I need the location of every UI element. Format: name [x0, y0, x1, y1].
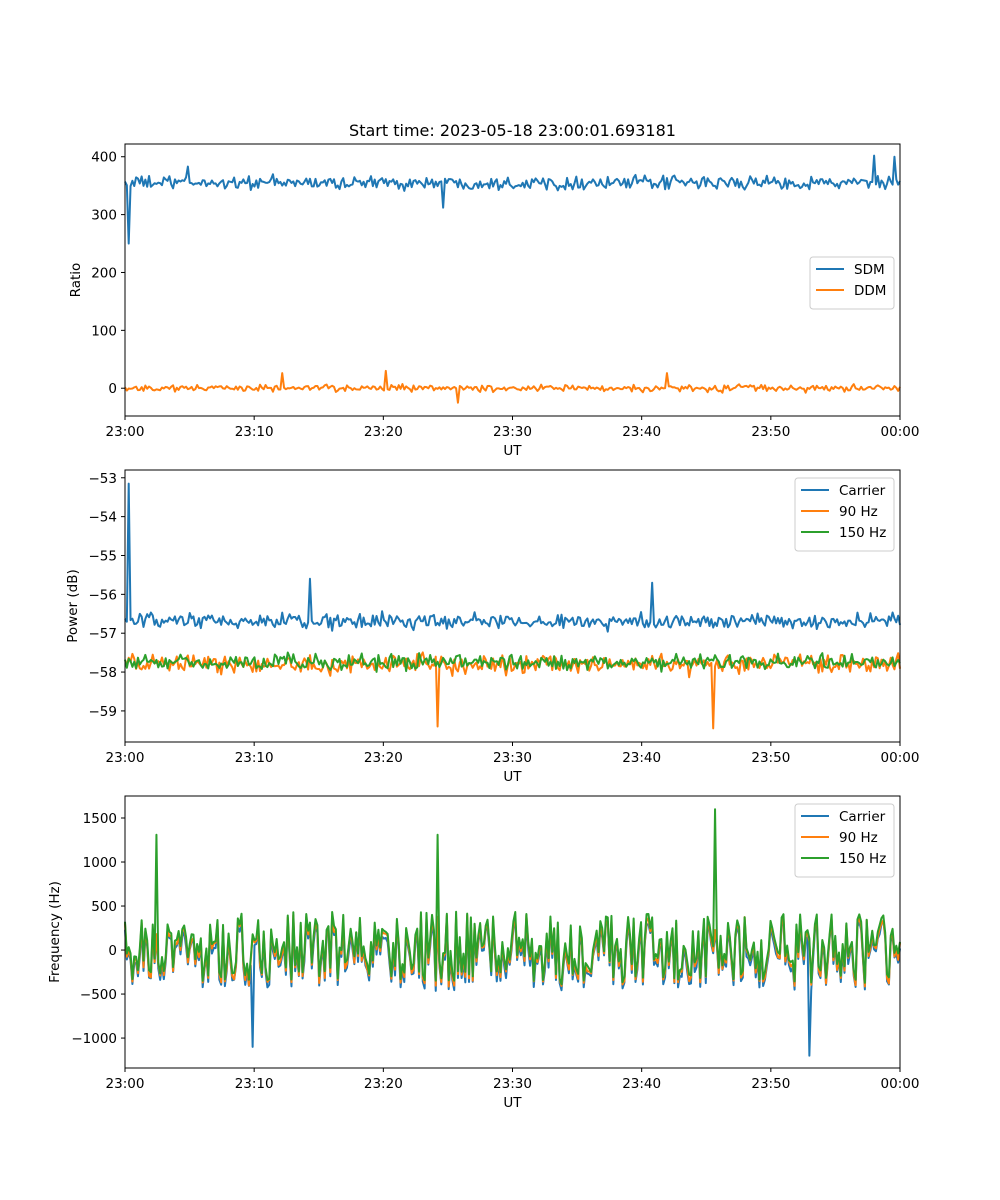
x-tick-label: 00:00	[881, 750, 920, 766]
x-tick-label: 23:30	[493, 1076, 532, 1092]
series-line-sdm	[124, 154, 901, 245]
y-tick-label: 1000	[83, 855, 117, 871]
x-tick-label: 23:00	[106, 750, 145, 766]
series-line-carrier	[124, 482, 901, 633]
y-tick-label: 400	[91, 150, 117, 166]
x-axis-label: UT	[503, 443, 522, 459]
y-tick-label: −59	[89, 704, 118, 720]
x-tick-label: 23:50	[751, 1076, 790, 1092]
legend-label: SDM	[854, 262, 885, 278]
x-tick-label: 23:00	[106, 1076, 145, 1092]
y-tick-label: 0	[108, 381, 117, 397]
x-tick-label: 23:50	[751, 424, 790, 440]
x-tick-label: 23:30	[493, 424, 532, 440]
y-tick-label: 100	[91, 323, 117, 339]
y-axis-label: Frequency (Hz)	[47, 881, 63, 983]
x-tick-label: 23:40	[622, 750, 661, 766]
x-tick-label: 23:10	[235, 750, 274, 766]
y-tick-label: −57	[89, 626, 118, 642]
x-axis-label: UT	[503, 1095, 522, 1111]
y-tick-label: −58	[89, 665, 118, 681]
y-tick-label: 300	[91, 208, 117, 224]
x-tick-label: 23:30	[493, 750, 532, 766]
legend-label: 150 Hz	[839, 525, 886, 541]
x-tick-label: 23:40	[622, 1076, 661, 1092]
series-line-150-hz	[124, 808, 901, 986]
chart-title: Start time: 2023-05-18 23:00:01.693181	[349, 121, 676, 140]
y-axis-label: Power (dB)	[65, 569, 81, 642]
y-tick-label: −53	[89, 471, 118, 487]
y-tick-label: −55	[89, 548, 118, 564]
x-tick-label: 23:10	[235, 1076, 274, 1092]
series-line-90-hz	[124, 651, 901, 730]
y-tick-label: −500	[80, 987, 117, 1003]
y-tick-label: 200	[91, 265, 117, 281]
x-tick-label: 23:20	[364, 424, 403, 440]
legend-label: Carrier	[839, 809, 886, 825]
y-axis-label: Ratio	[68, 263, 84, 298]
y-tick-label: 500	[91, 899, 117, 915]
x-tick-label: 00:00	[881, 1076, 920, 1092]
y-tick-label: 1500	[83, 811, 117, 827]
legend: Carrier 90 Hz 150 Hz	[794, 477, 895, 552]
y-tick-label: −56	[89, 587, 118, 603]
x-tick-label: 23:40	[622, 424, 661, 440]
x-tick-label: 23:20	[364, 1076, 403, 1092]
legend-label: 150 Hz	[839, 851, 886, 867]
series-line-ddm	[124, 369, 901, 404]
ratio-panel: 23:00 23:10 23:20 23:30 23:40 23:50 00:00 UT 0 10…	[68, 143, 920, 459]
legend: Carrier 90 Hz 150 Hz	[794, 803, 895, 878]
power-panel: 23:00 23:10 23:20 23:30 23:40 23:50 00:00 UT −59…	[65, 469, 920, 785]
legend-label: Carrier	[839, 483, 886, 499]
axes-frame	[124, 469, 901, 743]
x-tick-label: 23:10	[235, 424, 274, 440]
x-tick-label: 23:20	[364, 750, 403, 766]
legend-label: 90 Hz	[839, 504, 878, 520]
legend-label: 90 Hz	[839, 830, 878, 846]
legend: SDM DDM	[809, 256, 895, 310]
x-tick-label: 00:00	[881, 424, 920, 440]
y-tick-label: −1000	[71, 1031, 117, 1047]
x-axis-label: UT	[503, 769, 522, 785]
legend-label: DDM	[854, 283, 886, 299]
y-tick-label: −54	[89, 510, 118, 526]
x-tick-label: 23:50	[751, 750, 790, 766]
series-line-150-hz	[124, 651, 901, 673]
x-tick-label: 23:00	[106, 424, 145, 440]
y-tick-label: 0	[108, 943, 117, 959]
frequency-panel: 23:00 23:10 23:20 23:30 23:40 23:50 00:00 UT −10…	[47, 795, 920, 1111]
